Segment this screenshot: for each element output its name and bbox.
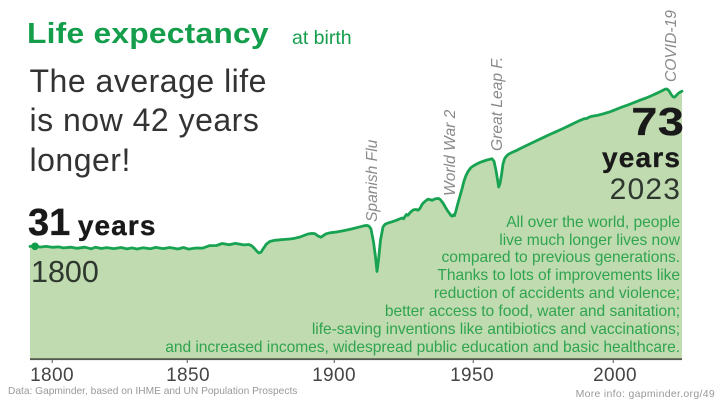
svg-text:COVID-19: COVID-19 <box>663 10 680 82</box>
svg-text:Great Leap F.: Great Leap F. <box>489 57 506 151</box>
svg-text:World War 2: World War 2 <box>442 109 459 196</box>
svg-text:Spanish Flu: Spanish Flu <box>364 139 381 222</box>
